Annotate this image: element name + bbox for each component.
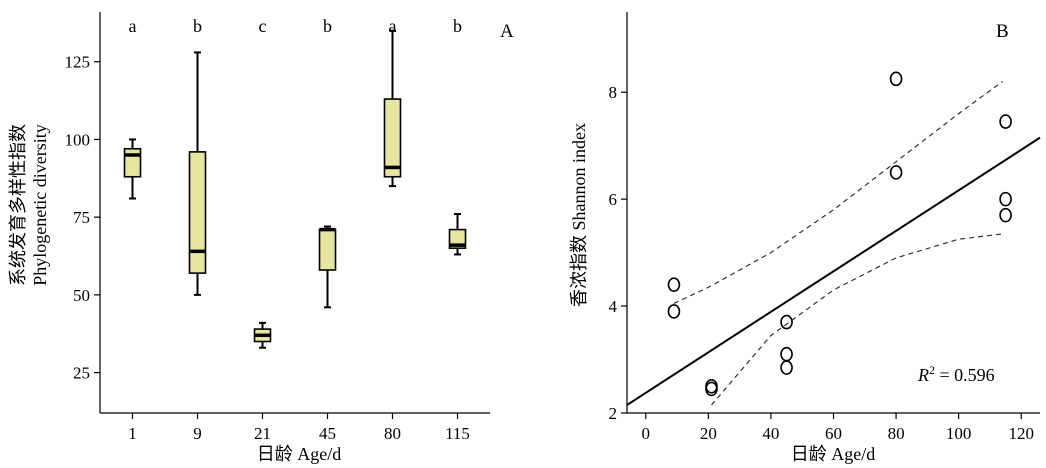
scatter-point [999,207,1012,223]
box-9 [188,51,207,296]
scatter-point [999,114,1012,129]
panel-a: 系统发育多样性指数 Phylogenetic diversity A 日龄 Ag… [8,12,514,464]
panel-b-x-tick-label: 20 [700,424,717,443]
scatter-point [705,378,718,394]
panel-a-x-axis-title: 日龄 Age/d [257,444,342,464]
confidence-band-lower [711,233,1003,406]
panel-b: 香浓指数 Shannon index B 日龄 Age/d R2 = 0.596… [569,12,1041,464]
scatter-point [780,314,793,330]
panel-b-x-tick-label: 80 [888,424,905,443]
panel-a-x-tick-label: 9 [193,424,202,443]
panel-b-x-tick-label: 60 [825,424,842,443]
scatter-point [667,304,681,319]
panel-b-y-axis-title: 香浓指数 Shannon index [569,123,589,307]
panel-a-label: A [500,21,514,42]
significance-letter: a [129,16,137,36]
panel-b-x-tick-label: 40 [762,424,779,443]
significance-letter: a [389,16,397,36]
panel-b-x-tick-label: 100 [946,424,972,443]
scatter-point [780,360,793,375]
significance-letter: c [259,16,267,36]
significance-letter: b [453,16,462,36]
panel-a-x-tick-label: 80 [384,424,401,443]
scatter-point [667,277,681,292]
box-1 [123,138,142,200]
panel-a-y-tick-label: 100 [65,130,91,149]
panel-b-x-tick-label: 0 [642,424,651,443]
box-21 [253,321,272,349]
significance-letter: b [193,16,202,36]
scatter-point [999,191,1012,207]
panel-a-y-tick-label: 125 [65,53,91,72]
panel-b-y-tick-label: 8 [609,83,618,102]
panel-b-x-tick-label: 120 [1008,424,1034,443]
scatter-point [780,346,793,362]
box-115 [448,213,467,256]
panel-b-x-axis-title: 日龄 Age/d [791,444,876,464]
box-iqr [383,98,402,178]
box-80 [383,29,402,188]
panel-a-y-title-en: Phylogenetic diversity [30,124,50,285]
scatter-point [889,71,903,87]
panel-b-y-tick-label: 4 [609,297,618,316]
box-iqr [318,228,337,271]
box-45 [318,225,337,309]
panel-a-y-tick-label: 25 [73,364,90,383]
panel-a-y-tick-label: 75 [73,208,90,227]
significance-letter: b [323,16,332,36]
confidence-band-upper [673,81,1003,304]
panel-a-x-tick-label: 21 [254,424,271,443]
panel-a-y-title-cn: 系统发育多样性指数 [8,124,28,286]
panel-b-label: B [996,21,1009,42]
panel-b-y-tick-label: 6 [609,190,618,209]
panel-b-y-tick-label: 2 [609,404,618,423]
panel-a-x-tick-label: 115 [445,424,470,443]
panel-a-x-tick-label: 1 [128,424,137,443]
regression-line [626,136,1041,406]
box-iqr [123,147,142,178]
scatter-point [889,165,903,180]
box-iqr [188,151,207,274]
panel-a-y-tick-label: 50 [73,286,90,305]
panel-a-y-axis-title: 系统发育多样性指数 Phylogenetic diversity [8,124,50,286]
r-squared-annotation: R2 = 0.596 [917,363,995,385]
panel-a-x-tick-label: 45 [319,424,336,443]
